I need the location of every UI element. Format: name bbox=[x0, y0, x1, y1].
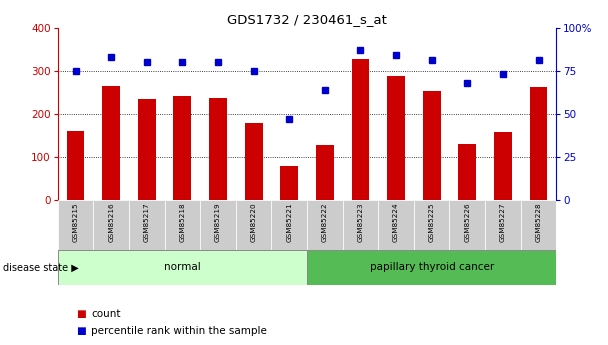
Bar bbox=[530, 87, 547, 200]
Bar bbox=[423, 91, 441, 200]
Bar bbox=[378, 200, 414, 250]
Bar bbox=[271, 200, 307, 250]
Bar bbox=[343, 200, 378, 250]
Bar bbox=[494, 132, 512, 200]
Bar bbox=[458, 144, 476, 200]
Text: normal: normal bbox=[164, 263, 201, 272]
Bar bbox=[129, 200, 165, 250]
Text: GSM85220: GSM85220 bbox=[250, 203, 257, 243]
Text: GSM85215: GSM85215 bbox=[72, 203, 78, 243]
Text: GSM85225: GSM85225 bbox=[429, 203, 435, 243]
Bar bbox=[280, 167, 298, 200]
Text: ■: ■ bbox=[76, 326, 86, 336]
Text: GSM85228: GSM85228 bbox=[536, 203, 542, 243]
Text: GSM85223: GSM85223 bbox=[358, 203, 364, 243]
Bar bbox=[138, 99, 156, 200]
Text: papillary thyroid cancer: papillary thyroid cancer bbox=[370, 263, 494, 272]
Text: GSM85218: GSM85218 bbox=[179, 203, 185, 243]
Text: GSM85227: GSM85227 bbox=[500, 203, 506, 243]
Bar bbox=[173, 96, 192, 200]
Text: GSM85221: GSM85221 bbox=[286, 203, 292, 243]
Bar bbox=[236, 200, 271, 250]
Text: disease state ▶: disease state ▶ bbox=[3, 263, 79, 272]
Bar bbox=[351, 59, 370, 200]
Bar bbox=[520, 200, 556, 250]
Text: GSM85224: GSM85224 bbox=[393, 203, 399, 243]
Bar bbox=[200, 200, 236, 250]
Text: count: count bbox=[91, 309, 121, 319]
Bar bbox=[449, 200, 485, 250]
Bar bbox=[165, 200, 200, 250]
Bar bbox=[387, 76, 405, 200]
Bar bbox=[316, 145, 334, 200]
Text: GSM85216: GSM85216 bbox=[108, 203, 114, 243]
Text: ■: ■ bbox=[76, 309, 86, 319]
Bar bbox=[58, 200, 94, 250]
Text: GSM85219: GSM85219 bbox=[215, 203, 221, 243]
Bar bbox=[67, 131, 85, 200]
Title: GDS1732 / 230461_s_at: GDS1732 / 230461_s_at bbox=[227, 13, 387, 27]
Bar bbox=[94, 200, 129, 250]
Text: GSM85226: GSM85226 bbox=[465, 203, 471, 243]
Text: percentile rank within the sample: percentile rank within the sample bbox=[91, 326, 267, 336]
Bar bbox=[209, 98, 227, 200]
Bar bbox=[307, 250, 556, 285]
Bar bbox=[244, 124, 263, 200]
Bar bbox=[414, 200, 449, 250]
Bar bbox=[485, 200, 520, 250]
Bar bbox=[102, 86, 120, 200]
Text: GSM85217: GSM85217 bbox=[143, 203, 150, 243]
Text: GSM85222: GSM85222 bbox=[322, 203, 328, 243]
Bar bbox=[307, 200, 343, 250]
Bar bbox=[58, 250, 307, 285]
